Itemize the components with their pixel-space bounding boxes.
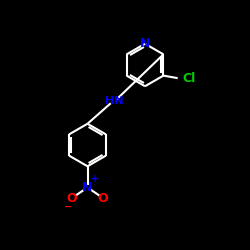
Text: N: N xyxy=(82,181,93,194)
Text: Cl: Cl xyxy=(182,72,196,85)
Text: HN: HN xyxy=(104,96,123,106)
Text: O: O xyxy=(67,192,77,204)
Text: O: O xyxy=(98,192,108,204)
Text: N: N xyxy=(140,37,150,50)
Text: +: + xyxy=(91,174,100,184)
Text: −: − xyxy=(64,202,72,211)
